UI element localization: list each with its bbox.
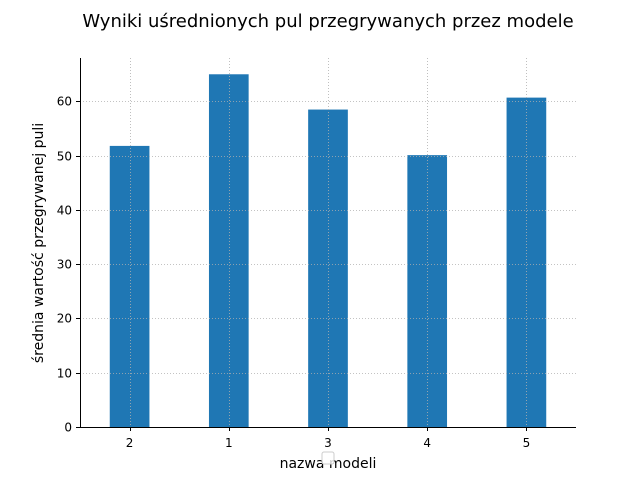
y-tick-label: 0 bbox=[64, 421, 72, 435]
x-tick-label: 2 bbox=[126, 436, 134, 450]
x-ticks: 2 1 3 4 5 bbox=[126, 427, 530, 450]
x-tick-label: 1 bbox=[225, 436, 233, 450]
y-tick-label: 20 bbox=[57, 312, 72, 326]
chart-title: Wyniki uśrednionych pul przegrywanych pr… bbox=[82, 11, 573, 32]
bar bbox=[308, 109, 348, 428]
y-tick-label: 10 bbox=[57, 367, 72, 381]
y-ticks: 0 10 20 30 40 50 60 bbox=[57, 95, 80, 435]
y-tick-label: 30 bbox=[57, 258, 72, 272]
bar bbox=[109, 145, 150, 428]
bars bbox=[109, 74, 547, 428]
x-tick-label: 4 bbox=[423, 436, 431, 450]
y-tick-label: 40 bbox=[57, 204, 72, 218]
y-tick-label: 50 bbox=[57, 150, 72, 164]
y-axis-label: średnia wartość przegrywanej puli bbox=[31, 123, 47, 363]
x-tick-label: 3 bbox=[324, 436, 332, 450]
y-tick-label: 60 bbox=[57, 95, 72, 109]
bar bbox=[407, 155, 448, 427]
bar bbox=[208, 74, 249, 427]
legend-box bbox=[321, 451, 335, 465]
x-tick-label: 5 bbox=[523, 436, 531, 450]
